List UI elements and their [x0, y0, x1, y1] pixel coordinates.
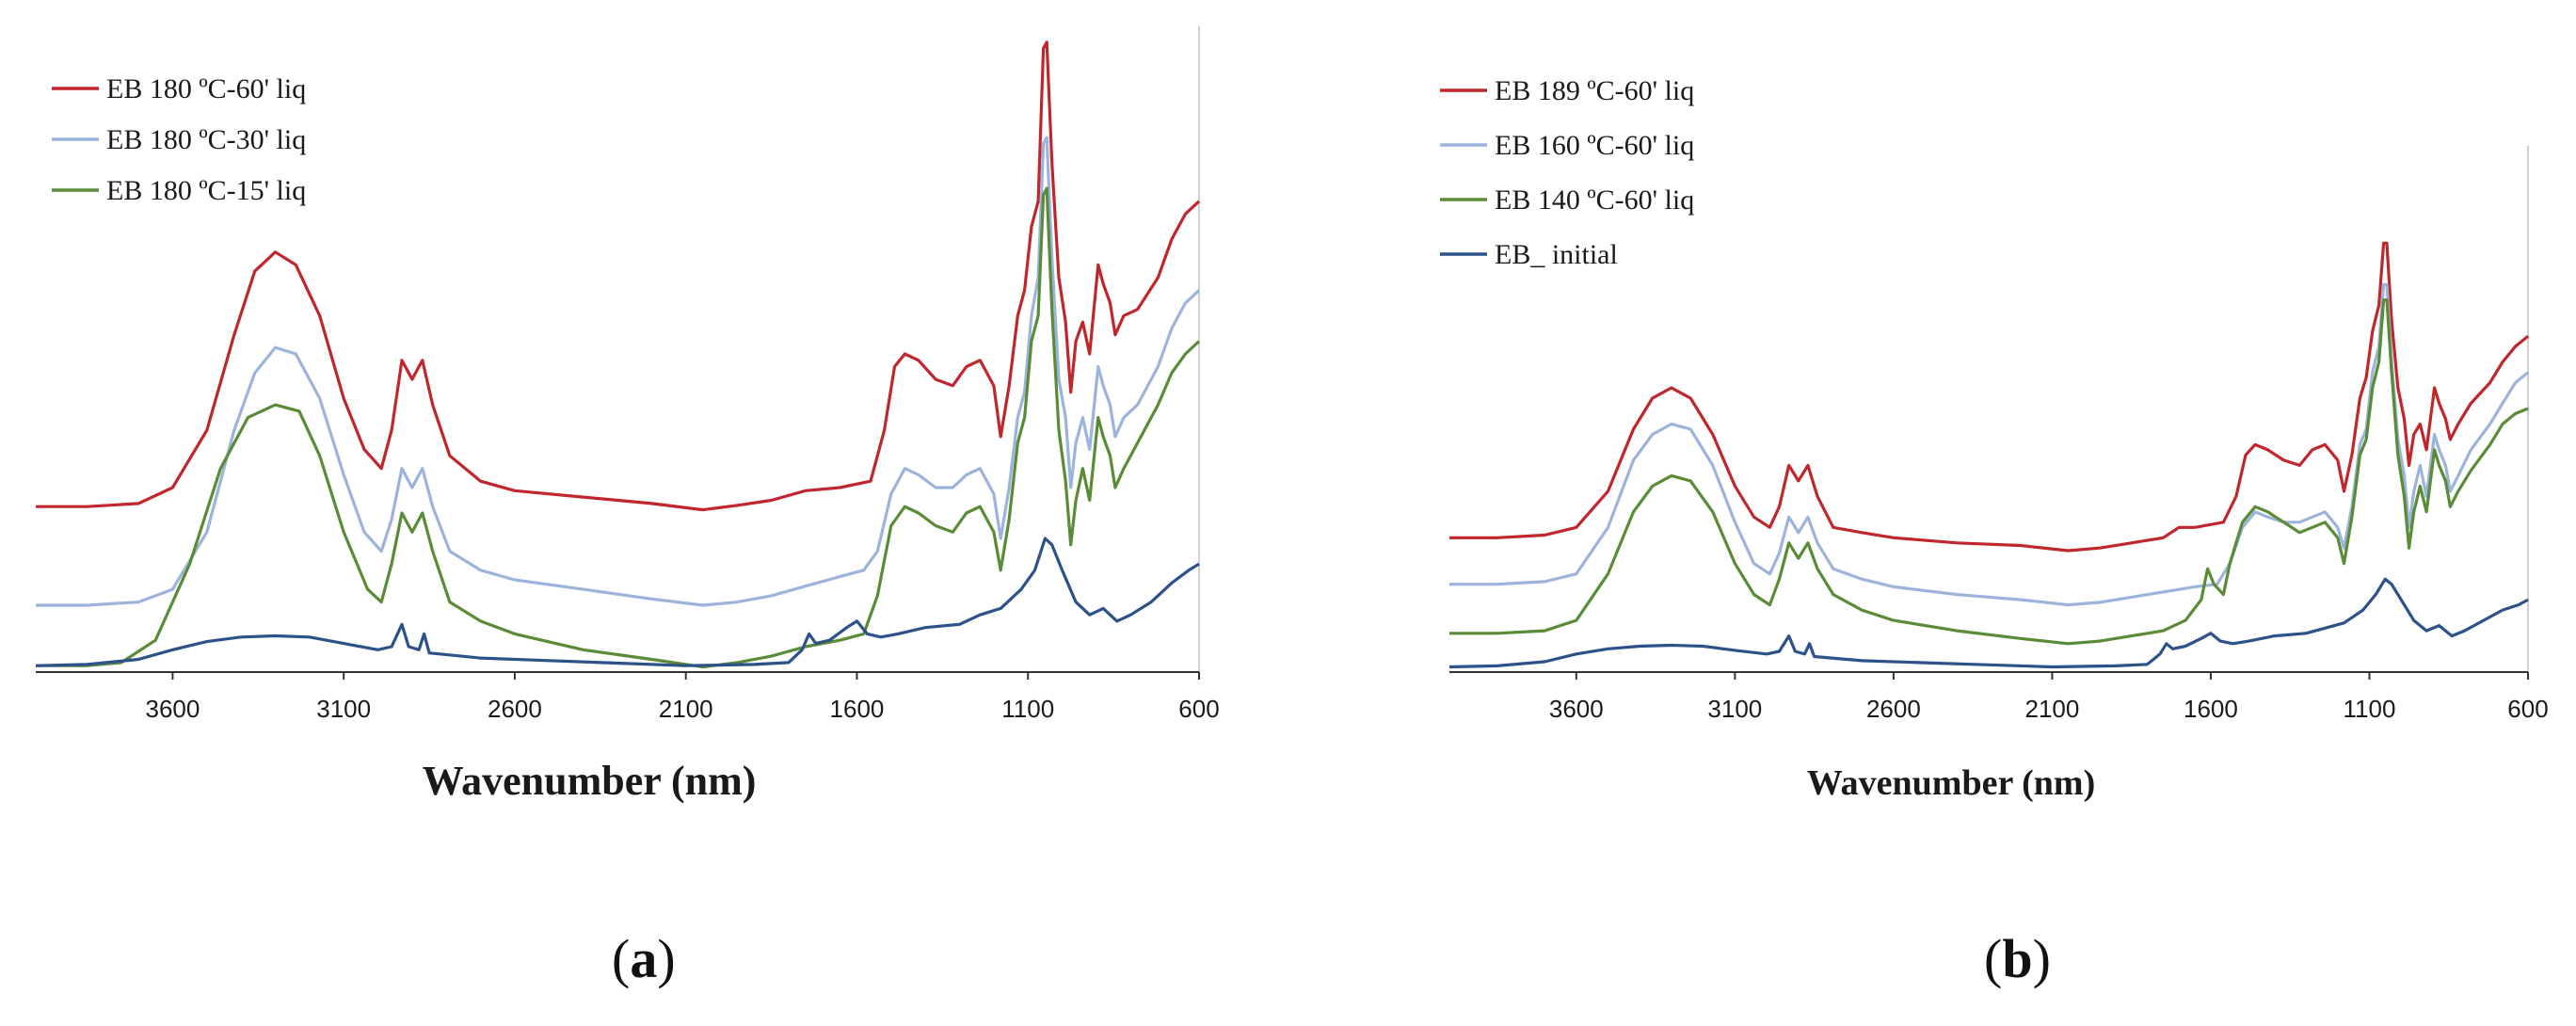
series-line-2: [1449, 282, 2530, 607]
series-line-2: [36, 136, 1201, 607]
x-tick-label: 1100: [2344, 695, 2396, 723]
x-tick-label: 2600: [488, 695, 542, 723]
x-tick-label: 3100: [1707, 695, 1762, 723]
series-line-3: [36, 186, 1201, 669]
panel-a: 3600 3100 2600 2100 1600 1100 600 EB 180 ºC-60'…: [35, 26, 1220, 989]
panel-b: 3600 3100 2600 2100 1600 1100 600 EB 189 ºC-60'…: [1288, 0, 2576, 1026]
x-tick-label: 1100: [1001, 695, 1054, 723]
x-tick-label: 2100: [659, 695, 713, 723]
legend-label-1: EB 180 ºC-60' liq: [106, 73, 306, 104]
x-tick-label: 1600: [830, 695, 885, 723]
series-line-1: [36, 40, 1201, 512]
legend-label-3: EB 180 ºC-15' liq: [106, 175, 306, 206]
legend-label-2: EB 180 ºC-30' liq: [106, 124, 306, 155]
legend-label-2: EB 160 ºC-60' liq: [1495, 130, 1694, 161]
x-tick-label: 2600: [1866, 695, 1921, 723]
panel-label-a: (a): [612, 928, 676, 989]
x-tick-label: 3100: [316, 695, 371, 723]
x-tick-label: 1600: [2184, 695, 2238, 723]
x-tick-label: 3600: [145, 695, 200, 723]
x-axis-label: Wavenumber (nm): [423, 758, 757, 804]
chart-a: 3600 3100 2600 2100 1600 1100 600 EB 180 ºC-60'…: [35, 26, 1220, 804]
legend-label-1: EB 189 ºC-60' liq: [1495, 75, 1694, 106]
legend-label-4: EB_ initial: [1495, 239, 1618, 270]
chart-b: 3600 3100 2600 2100 1600 1100 600 EB 189 ºC-60'…: [1440, 75, 2549, 803]
x-tick-label: 600: [2507, 695, 2548, 723]
series-line-1: [1449, 241, 2530, 553]
x-axis-label: Wavenumber (nm): [1807, 763, 2095, 803]
x-tick-label: 2100: [2024, 695, 2079, 723]
series-line-4: [35, 537, 1200, 667]
series-line-3: [1449, 298, 2529, 646]
series-line-4: [1448, 577, 2529, 669]
legend-label-3: EB 140 ºC-60' liq: [1495, 184, 1694, 216]
x-tick-label: 600: [1178, 695, 1219, 723]
panel-label-b: (b): [1984, 928, 2051, 989]
x-tick-label: 3600: [1549, 695, 1604, 723]
